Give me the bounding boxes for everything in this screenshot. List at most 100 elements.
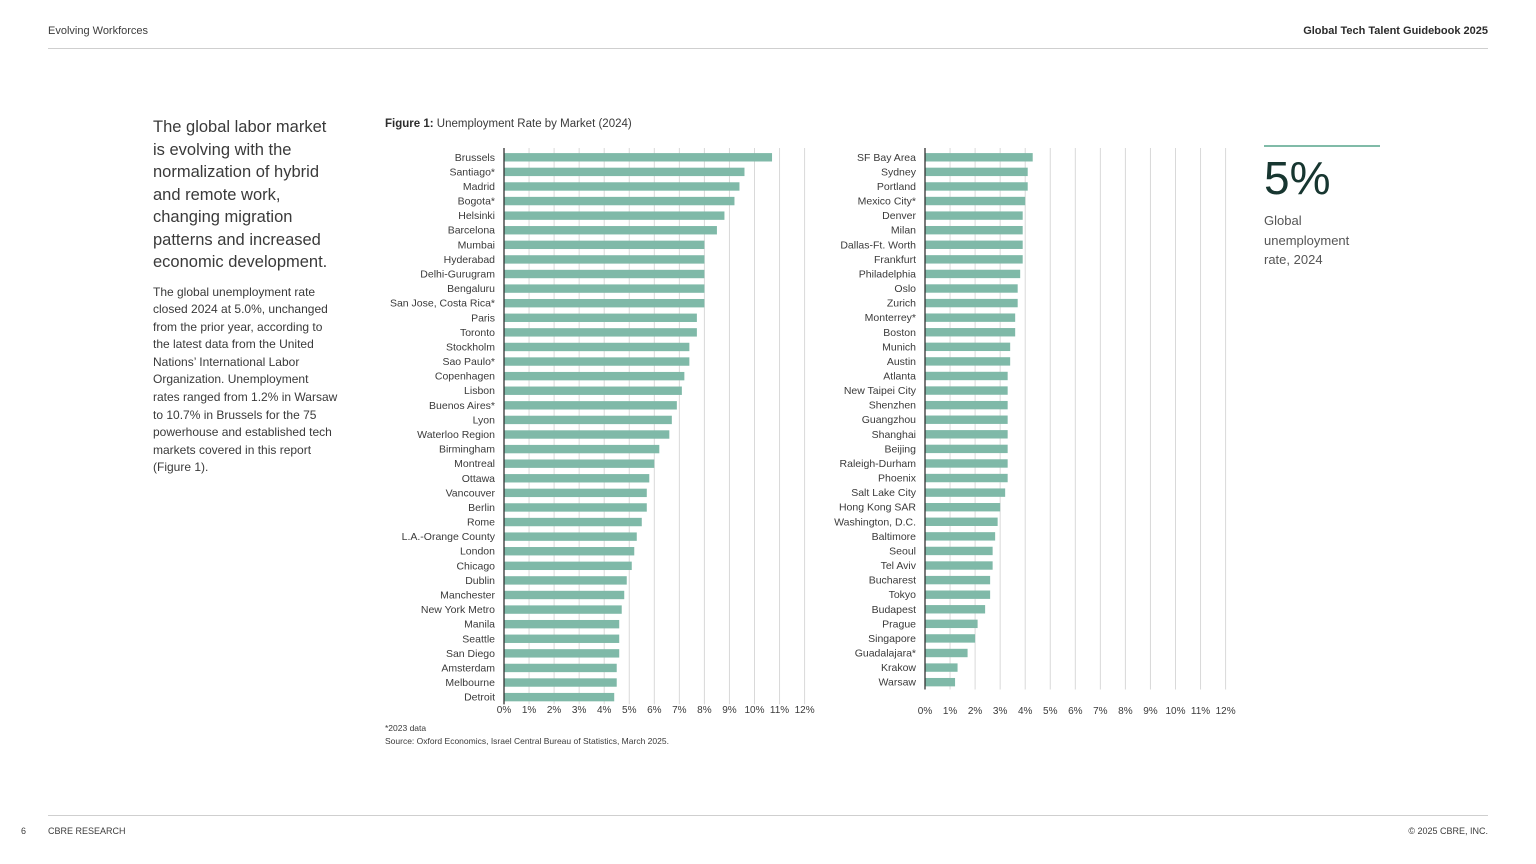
- bar: [925, 298, 1018, 308]
- category-label: Atlanta: [883, 370, 916, 382]
- tick-label: 1%: [943, 706, 958, 717]
- tick-label: 7%: [672, 705, 687, 716]
- publication-title: Global Tech Talent Guidebook 2025: [1303, 25, 1488, 37]
- bar: [925, 677, 956, 687]
- category-label: Ottawa: [462, 473, 495, 485]
- bar: [925, 342, 1011, 352]
- stat-accent-rule: [1264, 145, 1380, 147]
- tick-label: 6%: [647, 705, 662, 716]
- category-label: Munich: [882, 341, 916, 353]
- tick-label: 5%: [1043, 706, 1058, 717]
- category-label: Milan: [891, 225, 916, 237]
- bar: [504, 182, 740, 191]
- category-label: Austin: [887, 356, 916, 368]
- category-label: Washington, D.C.: [834, 516, 916, 528]
- tick-label: 10%: [744, 705, 764, 716]
- bar: [504, 634, 620, 643]
- category-label: Shanghai: [872, 429, 916, 441]
- bar: [504, 386, 682, 395]
- category-label: Melbourne: [445, 677, 495, 689]
- bar: [925, 488, 1006, 497]
- bar: [925, 240, 1023, 249]
- bar: [925, 444, 1008, 454]
- tick-label: 9%: [722, 705, 737, 716]
- category-label: Guangzhou: [862, 414, 916, 426]
- bar: [925, 430, 1008, 439]
- bar: [925, 561, 993, 570]
- category-label: Toronto: [460, 327, 495, 339]
- category-label: Singapore: [868, 633, 916, 645]
- unemployment-chart-svg: Brussels Santiago* Madrid Bogota* Helsinki Ba…: [390, 148, 1236, 717]
- tick-label: 4%: [597, 705, 612, 716]
- stat-caption: Global unemployment rate, 2024: [1264, 213, 1350, 267]
- category-label: Denver: [882, 210, 916, 222]
- category-label: Krakow: [881, 662, 916, 674]
- intro-body: The global unemployment rate closed 2024…: [153, 284, 338, 475]
- tick-label: 1%: [522, 705, 537, 716]
- category-label: Monterrey*: [865, 312, 916, 324]
- bar: [504, 371, 685, 381]
- category-label: Santiago*: [449, 166, 495, 178]
- tick-label: 11%: [1191, 706, 1210, 717]
- category-label: Philadelphia: [859, 268, 916, 280]
- bar: [925, 400, 1008, 410]
- category-label: Hyderabad: [444, 254, 496, 266]
- category-label: Seattle: [462, 633, 495, 645]
- figure-source: Source: Oxford Economics, Israel Central…: [385, 735, 669, 746]
- bar: [504, 678, 617, 687]
- category-label: Warsaw: [878, 677, 916, 689]
- bar: [504, 430, 670, 439]
- bar: [504, 167, 745, 177]
- category-label: Tokyo: [889, 589, 917, 601]
- category-label: Sydney: [881, 166, 917, 178]
- category-label: Seoul: [889, 545, 916, 557]
- bar: [504, 357, 690, 366]
- bar: [925, 517, 998, 526]
- bar: [504, 459, 655, 468]
- bar: [925, 255, 1023, 264]
- bar: [504, 255, 705, 264]
- bar: [504, 547, 635, 556]
- bar: [504, 313, 697, 322]
- bar: [925, 575, 991, 585]
- bar: [925, 153, 1033, 162]
- header-divider: [48, 48, 1488, 49]
- category-label: Birmingham: [439, 444, 495, 456]
- category-label: Sao Paulo*: [442, 356, 495, 368]
- bar: [504, 269, 705, 279]
- category-label: Amsterdam: [441, 662, 495, 674]
- tick-label: 2%: [968, 706, 983, 717]
- bar: [504, 153, 773, 162]
- category-label: Bengaluru: [447, 283, 495, 295]
- category-label: Manila: [464, 619, 495, 631]
- category-label: Bucharest: [869, 575, 916, 587]
- category-label: Delhi-Gurugram: [420, 269, 495, 281]
- bar: [504, 649, 620, 658]
- category-label: Tel Aviv: [881, 560, 917, 572]
- tick-label: 8%: [1118, 706, 1133, 717]
- page-number: 6: [21, 826, 27, 836]
- bar: [504, 474, 650, 483]
- bar: [925, 663, 958, 672]
- tick-label: 12%: [795, 705, 815, 716]
- category-label: Dallas-Ft. Worth: [840, 239, 916, 251]
- bar: [925, 619, 978, 629]
- category-label: Baltimore: [872, 531, 917, 543]
- category-label: Lyon: [473, 414, 496, 426]
- bar: [504, 415, 672, 425]
- category-label: SF Bay Area: [857, 152, 916, 164]
- tick-label: 0%: [918, 706, 933, 717]
- category-label: San Diego: [446, 648, 495, 660]
- category-label: Paris: [471, 312, 495, 324]
- tick-label: 2%: [547, 705, 562, 716]
- bar: [925, 503, 1001, 512]
- bar: [925, 634, 976, 643]
- category-label: San Jose, Costa Rica*: [390, 298, 495, 310]
- category-label: Bogota*: [458, 196, 495, 208]
- bar: [504, 561, 632, 571]
- tick-label: 8%: [697, 705, 712, 716]
- bar: [925, 328, 1016, 337]
- category-label: Chicago: [456, 560, 495, 572]
- category-label: Copenhagen: [435, 371, 495, 383]
- bar: [504, 488, 647, 498]
